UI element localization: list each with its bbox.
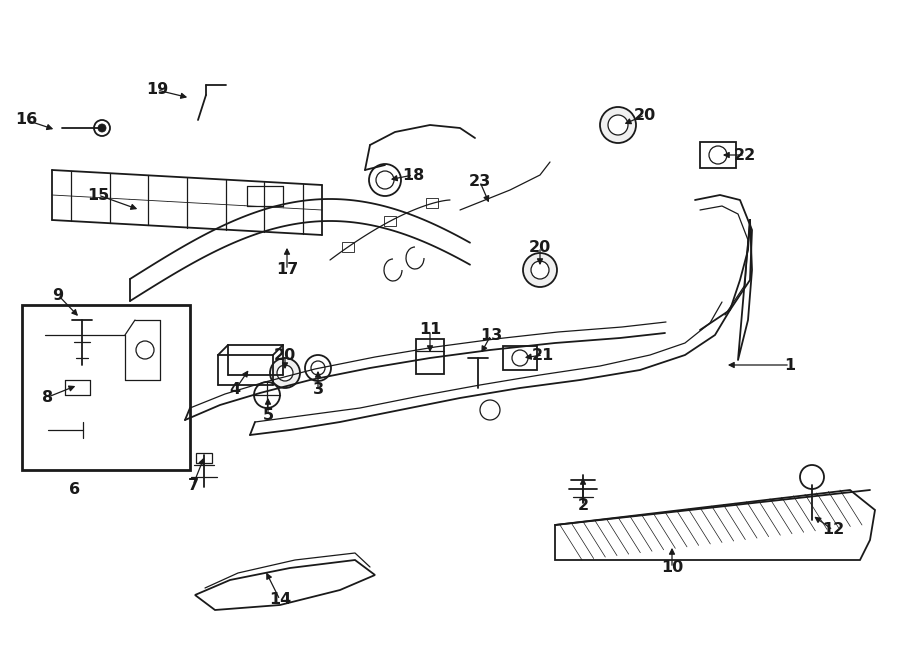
Text: 19: 19: [146, 83, 168, 98]
Text: 18: 18: [402, 167, 424, 182]
Circle shape: [531, 261, 549, 279]
Bar: [342, 242, 354, 252]
Bar: [426, 198, 438, 208]
Text: 13: 13: [480, 327, 502, 342]
Text: 23: 23: [469, 175, 491, 190]
Circle shape: [94, 120, 110, 136]
Text: 7: 7: [187, 477, 199, 492]
Text: 6: 6: [69, 483, 81, 498]
Text: 21: 21: [532, 348, 554, 362]
Bar: [416, 339, 444, 374]
Bar: [384, 216, 396, 226]
Circle shape: [523, 253, 557, 287]
Text: 1: 1: [785, 358, 796, 373]
Circle shape: [608, 115, 628, 135]
Text: 20: 20: [529, 239, 551, 254]
Text: 22: 22: [734, 147, 756, 163]
Text: 5: 5: [263, 407, 274, 422]
Text: 16: 16: [15, 112, 37, 128]
Bar: [503, 346, 537, 370]
Text: 11: 11: [418, 323, 441, 338]
Text: 4: 4: [230, 383, 240, 397]
Circle shape: [800, 465, 824, 489]
Circle shape: [277, 365, 293, 381]
Bar: [22, 305, 190, 470]
Text: 8: 8: [42, 389, 54, 405]
Bar: [700, 142, 736, 168]
Text: 20: 20: [274, 348, 296, 362]
Text: 14: 14: [269, 592, 291, 607]
Circle shape: [600, 107, 636, 143]
Circle shape: [376, 171, 394, 189]
Text: 15: 15: [87, 188, 109, 202]
Text: 9: 9: [52, 288, 64, 303]
Text: 17: 17: [276, 262, 298, 278]
Text: 2: 2: [578, 498, 589, 512]
Circle shape: [270, 358, 300, 388]
Bar: [196, 453, 212, 463]
Text: 12: 12: [822, 522, 844, 537]
Text: 20: 20: [634, 108, 656, 122]
Circle shape: [369, 164, 401, 196]
Text: 10: 10: [661, 561, 683, 576]
Circle shape: [98, 124, 106, 132]
Text: 3: 3: [312, 383, 324, 397]
